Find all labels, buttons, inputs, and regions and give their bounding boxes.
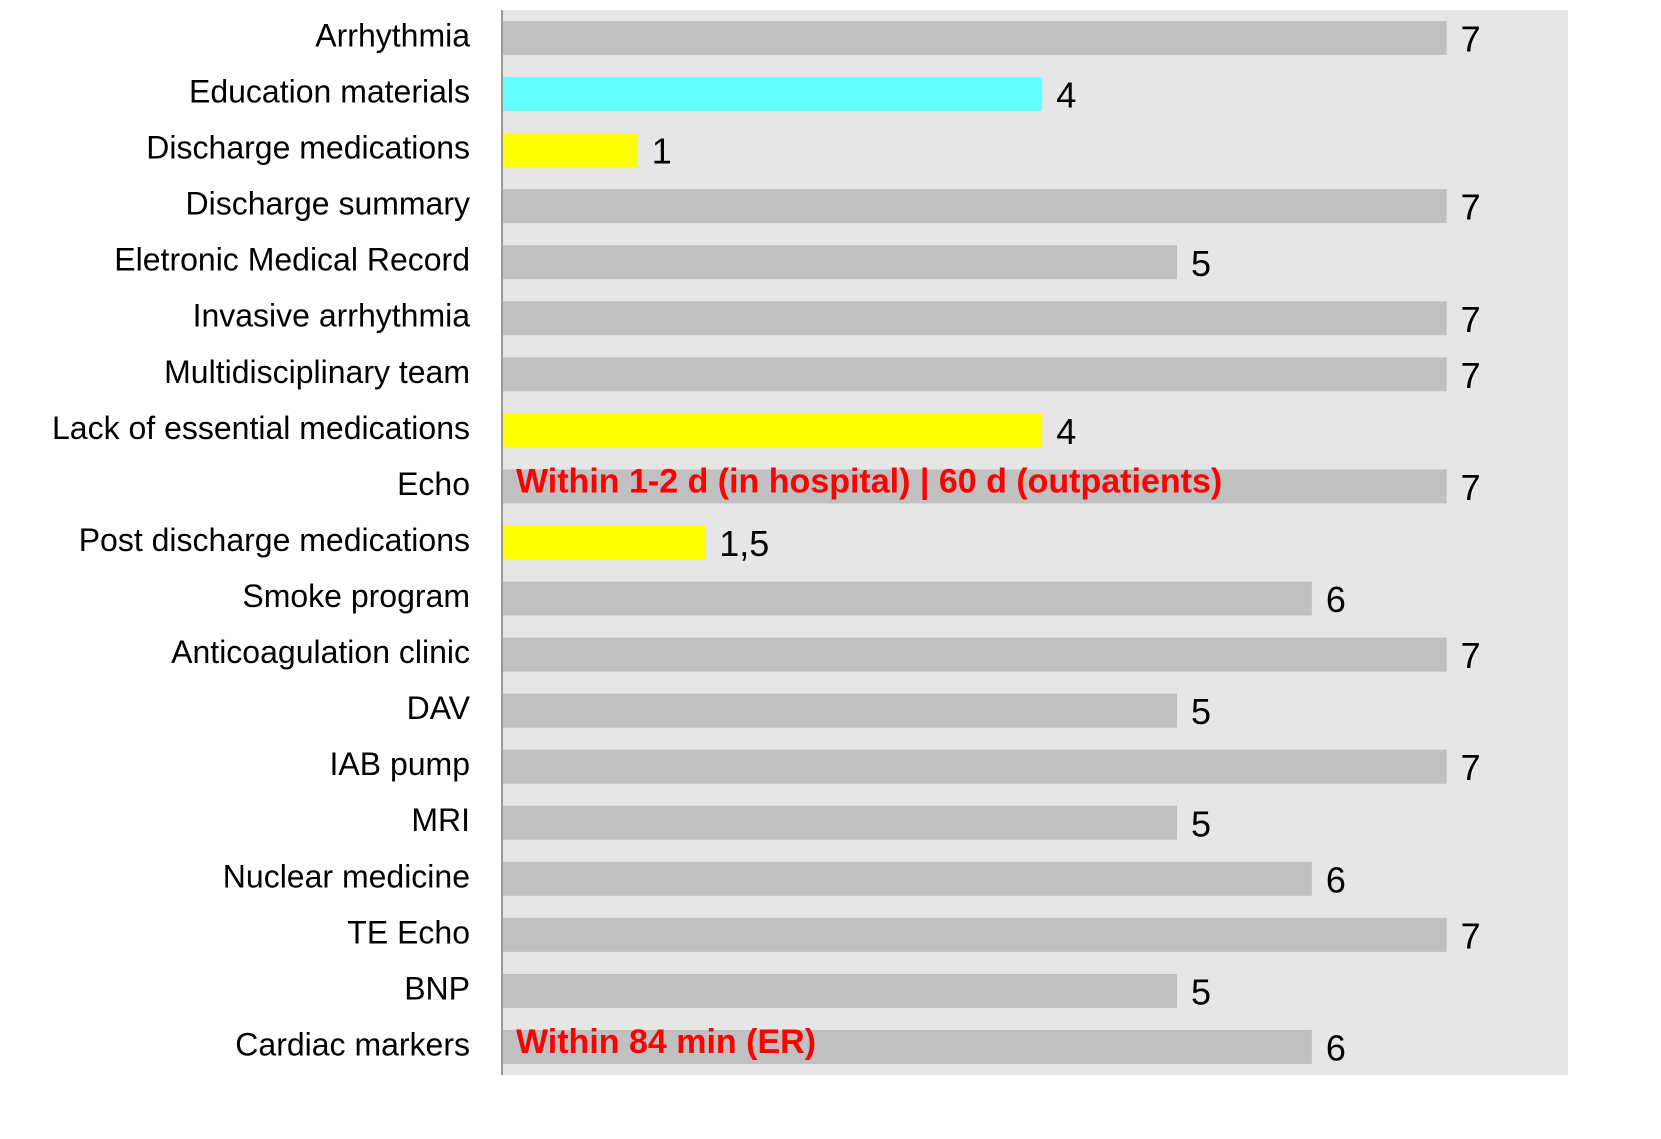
value-label: 5 [1191,243,1211,284]
category-label: Echo [397,466,470,502]
category-label: BNP [404,970,470,1006]
bar [503,861,1312,896]
category-label: Cardiac markers [235,1026,470,1062]
bar [503,973,1178,1008]
value-label: 7 [1461,635,1481,676]
value-label: 1,5 [719,523,769,564]
bar [503,301,1447,336]
value-label: 7 [1461,355,1481,396]
value-label: 7 [1461,915,1481,956]
value-label: 6 [1326,859,1346,900]
value-label: 5 [1191,803,1211,844]
bar [503,525,706,560]
bar [503,917,1447,952]
value-label: 4 [1056,411,1076,452]
bar [503,77,1043,112]
bar [503,189,1447,224]
value-label: 4 [1056,75,1076,116]
value-label: 5 [1191,691,1211,732]
annotation: Within 84 min (ER) [516,1023,816,1061]
category-label: MRI [411,802,470,838]
bar [503,581,1312,616]
value-label: 7 [1461,19,1481,60]
bar [503,469,1447,504]
bar [503,245,1178,280]
bar [503,693,1178,728]
value-label: 7 [1461,187,1481,228]
value-label: 7 [1461,299,1481,340]
category-label: IAB pump [329,746,470,782]
category-label: Discharge summary [185,186,470,222]
bar [503,21,1447,56]
category-label: Anticoagulation clinic [171,634,470,670]
category-label: Multidisciplinary team [164,354,470,390]
value-label: 7 [1461,467,1481,508]
value-label: 6 [1326,579,1346,620]
category-label: Lack of essential medications [52,410,470,446]
category-label: DAV [407,690,471,726]
category-label: Eletronic Medical Record [114,242,470,278]
value-label: 6 [1326,1027,1346,1068]
annotation: Within 1-2 d (in hospital) | 60 d (outpa… [516,462,1222,500]
bar [503,1029,1312,1064]
category-label: Post discharge medications [79,522,470,558]
category-label: Nuclear medicine [223,858,470,894]
bar [503,637,1447,672]
bar [503,749,1447,784]
value-label: 5 [1191,971,1211,1012]
category-label: Invasive arrhythmia [193,298,471,334]
category-label: Education materials [189,74,470,110]
bar [503,413,1043,448]
category-label: Discharge medications [146,130,470,166]
value-label: 7 [1461,747,1481,788]
category-label: Arrhythmia [315,17,470,53]
bar [503,357,1447,392]
category-label: TE Echo [347,914,470,950]
category-label: Smoke program [242,578,470,614]
value-label: 1 [652,131,672,172]
bar [503,133,638,168]
bar [503,805,1178,840]
